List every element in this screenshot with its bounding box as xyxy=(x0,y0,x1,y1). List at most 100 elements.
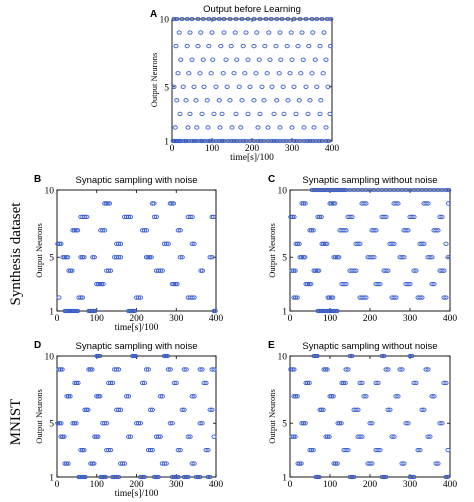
spike-point xyxy=(185,474,191,480)
spike-point xyxy=(285,16,291,22)
spike-point xyxy=(149,407,155,412)
x-tick-label: 400 xyxy=(209,314,224,324)
spike-point xyxy=(363,394,369,399)
spike-point xyxy=(177,447,183,453)
spike-point xyxy=(233,16,239,22)
spike-point xyxy=(361,394,367,399)
spike-point xyxy=(236,84,242,89)
spike-point xyxy=(274,16,280,22)
spike-point xyxy=(194,138,200,144)
spike-point xyxy=(224,84,230,89)
spike-point xyxy=(173,380,179,386)
spike-point xyxy=(127,434,134,439)
spike-point xyxy=(297,16,303,22)
spike-point xyxy=(135,421,142,426)
spike-point xyxy=(383,474,389,480)
x-axis-label: time[s]/100 xyxy=(115,323,159,333)
spike-point xyxy=(67,394,73,399)
spike-point xyxy=(351,268,357,273)
spike-point xyxy=(320,407,326,412)
spike-point xyxy=(175,447,181,453)
spike-point xyxy=(239,16,245,22)
spike-point xyxy=(291,367,297,372)
spike-point xyxy=(151,214,157,220)
spike-point xyxy=(351,474,357,480)
spike-point xyxy=(405,228,411,233)
spike-point xyxy=(208,71,214,76)
spike-point xyxy=(385,268,391,273)
spike-point xyxy=(245,16,251,22)
spike-point xyxy=(177,228,183,233)
spike-point xyxy=(393,295,399,300)
spike-point xyxy=(176,30,182,35)
spike-markers xyxy=(55,353,217,480)
x-tick-label: 100 xyxy=(323,480,338,490)
y-tick-label: 10 xyxy=(278,353,288,363)
spike-point xyxy=(369,461,375,466)
spike-point xyxy=(187,434,193,439)
y-tick-label: 5 xyxy=(164,83,169,93)
spike-point xyxy=(441,295,447,300)
spike-point xyxy=(319,16,325,22)
spike-point xyxy=(181,367,187,372)
spike-point xyxy=(401,461,407,466)
spike-point xyxy=(330,295,336,300)
spike-point xyxy=(201,380,207,386)
spike-point xyxy=(361,295,367,300)
panel-letter: D xyxy=(34,340,41,351)
spike-point xyxy=(288,30,294,35)
chart-title: Output before Learning xyxy=(203,4,301,15)
spike-point xyxy=(223,57,229,62)
spike-point xyxy=(147,407,153,412)
spike-point xyxy=(328,16,334,22)
spike-point xyxy=(443,295,449,300)
spike-point xyxy=(141,380,147,386)
spike-point xyxy=(419,407,425,412)
spike-point xyxy=(91,461,97,466)
spike-point xyxy=(81,255,87,260)
spike-point xyxy=(419,241,425,246)
spike-point xyxy=(227,98,233,103)
spike-point xyxy=(417,295,423,300)
spike-point xyxy=(391,434,397,439)
spike-point xyxy=(318,98,324,103)
spike-point xyxy=(165,241,171,246)
spike-point xyxy=(309,16,315,22)
spike-point xyxy=(302,255,308,260)
spike-point xyxy=(141,228,147,233)
spike-point xyxy=(187,111,193,117)
x-tick-label: 300 xyxy=(403,480,418,490)
spike-point xyxy=(197,138,203,144)
spike-point xyxy=(58,241,64,246)
y-tick-label: 5 xyxy=(282,420,287,430)
y-tick-label: 1 xyxy=(164,138,169,148)
spike-point xyxy=(316,474,322,480)
spike-point xyxy=(145,367,151,372)
spike-point xyxy=(122,461,128,466)
spike-point xyxy=(294,295,300,300)
spike-point xyxy=(108,380,114,386)
x-tick-label: 300 xyxy=(285,144,300,154)
spike-point xyxy=(209,255,215,260)
spike-point xyxy=(202,138,208,144)
panel-letter: B xyxy=(34,174,41,185)
spike-point xyxy=(327,111,333,117)
spike-point xyxy=(217,125,223,130)
panel-e: E Synaptic sampling without noise 0 100 200 3… xyxy=(267,340,457,490)
spike-point xyxy=(207,407,213,412)
spike-point xyxy=(189,214,195,220)
spike-point xyxy=(197,71,203,76)
spike-point xyxy=(210,138,216,144)
spike-point xyxy=(302,201,308,206)
spike-point xyxy=(343,228,349,233)
spike-point xyxy=(157,394,163,399)
spike-point xyxy=(251,16,257,22)
spike-point xyxy=(363,201,369,206)
spike-point xyxy=(383,214,389,220)
spike-point xyxy=(323,138,329,144)
spike-point xyxy=(175,228,181,233)
x-tick-label: 100 xyxy=(205,144,220,154)
spike-point xyxy=(195,474,201,480)
spike-point xyxy=(301,125,307,130)
spike-point xyxy=(323,125,329,130)
